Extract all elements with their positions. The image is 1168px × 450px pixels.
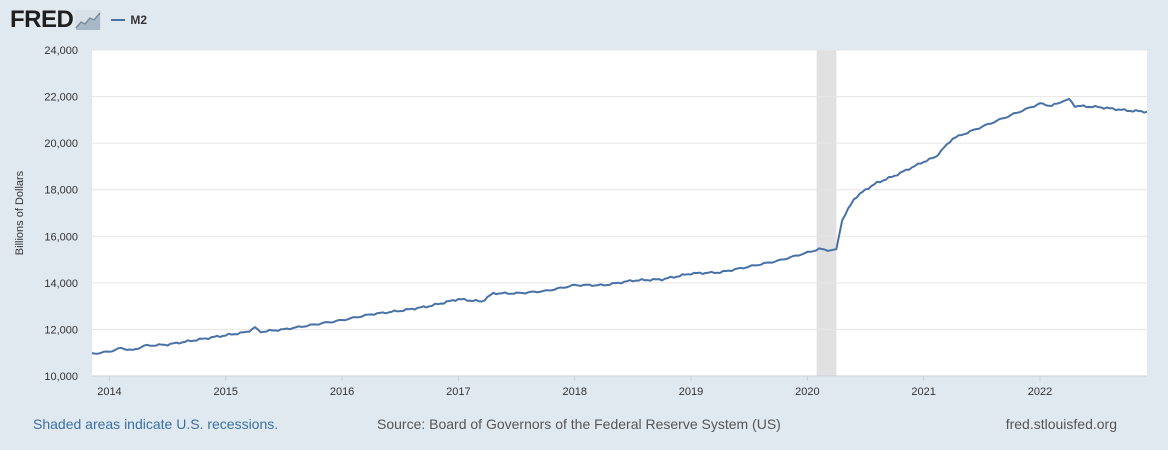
y-axis-label: Billions of Dollars: [14, 170, 26, 255]
source-text: Source: Board of Governors of the Federa…: [377, 416, 781, 432]
line-chart-icon: [75, 10, 102, 30]
x-tick-label: 2014: [97, 386, 121, 398]
x-tick-label: 2017: [446, 386, 470, 398]
y-axis: 10,000 12,000 14,000 16,000 18,000 20,000 22,0…: [44, 45, 78, 383]
x-tick-label: 2018: [562, 386, 586, 398]
y-tick-label: 10,000: [44, 371, 78, 383]
recession-note-link[interactable]: Shaded areas indicate U.S. recessions.: [33, 416, 279, 432]
recession-band: [816, 50, 837, 376]
x-tick-label: 2022: [1028, 386, 1052, 398]
y-tick-label: 24,000: [44, 45, 78, 57]
legend-swatch: [111, 19, 126, 21]
y-tick-label: 22,000: [44, 92, 78, 104]
legend-label[interactable]: M2: [130, 13, 148, 27]
x-tick-label: 2021: [911, 386, 935, 398]
x-axis: 2014 2015 2016 2017 2018 2019 2020 2021 2022: [97, 376, 1052, 398]
m2-series-line: [91, 97, 1148, 355]
chart-legend: M2: [111, 13, 147, 27]
x-tick-label: 2019: [679, 386, 703, 398]
chart-footer: Shaded areas indicate U.S. recessions. S…: [0, 416, 1168, 436]
y-tick-label: 14,000: [44, 278, 78, 290]
y-tick-label: 16,000: [44, 231, 78, 243]
recession-shading: [816, 50, 837, 376]
x-tick-label: 2015: [214, 386, 238, 398]
x-tick-label: 2020: [795, 386, 819, 398]
site-link[interactable]: fred.stlouisfed.org: [1005, 416, 1117, 432]
y-tick-label: 12,000: [44, 324, 78, 336]
y-tick-label: 20,000: [44, 138, 78, 150]
plot-area: [92, 50, 1147, 376]
chart-header: FRED M2: [10, 6, 147, 34]
x-tick-label: 2016: [330, 386, 354, 398]
fred-logo[interactable]: FRED: [10, 6, 74, 33]
y-tick-label: 18,000: [44, 185, 78, 197]
